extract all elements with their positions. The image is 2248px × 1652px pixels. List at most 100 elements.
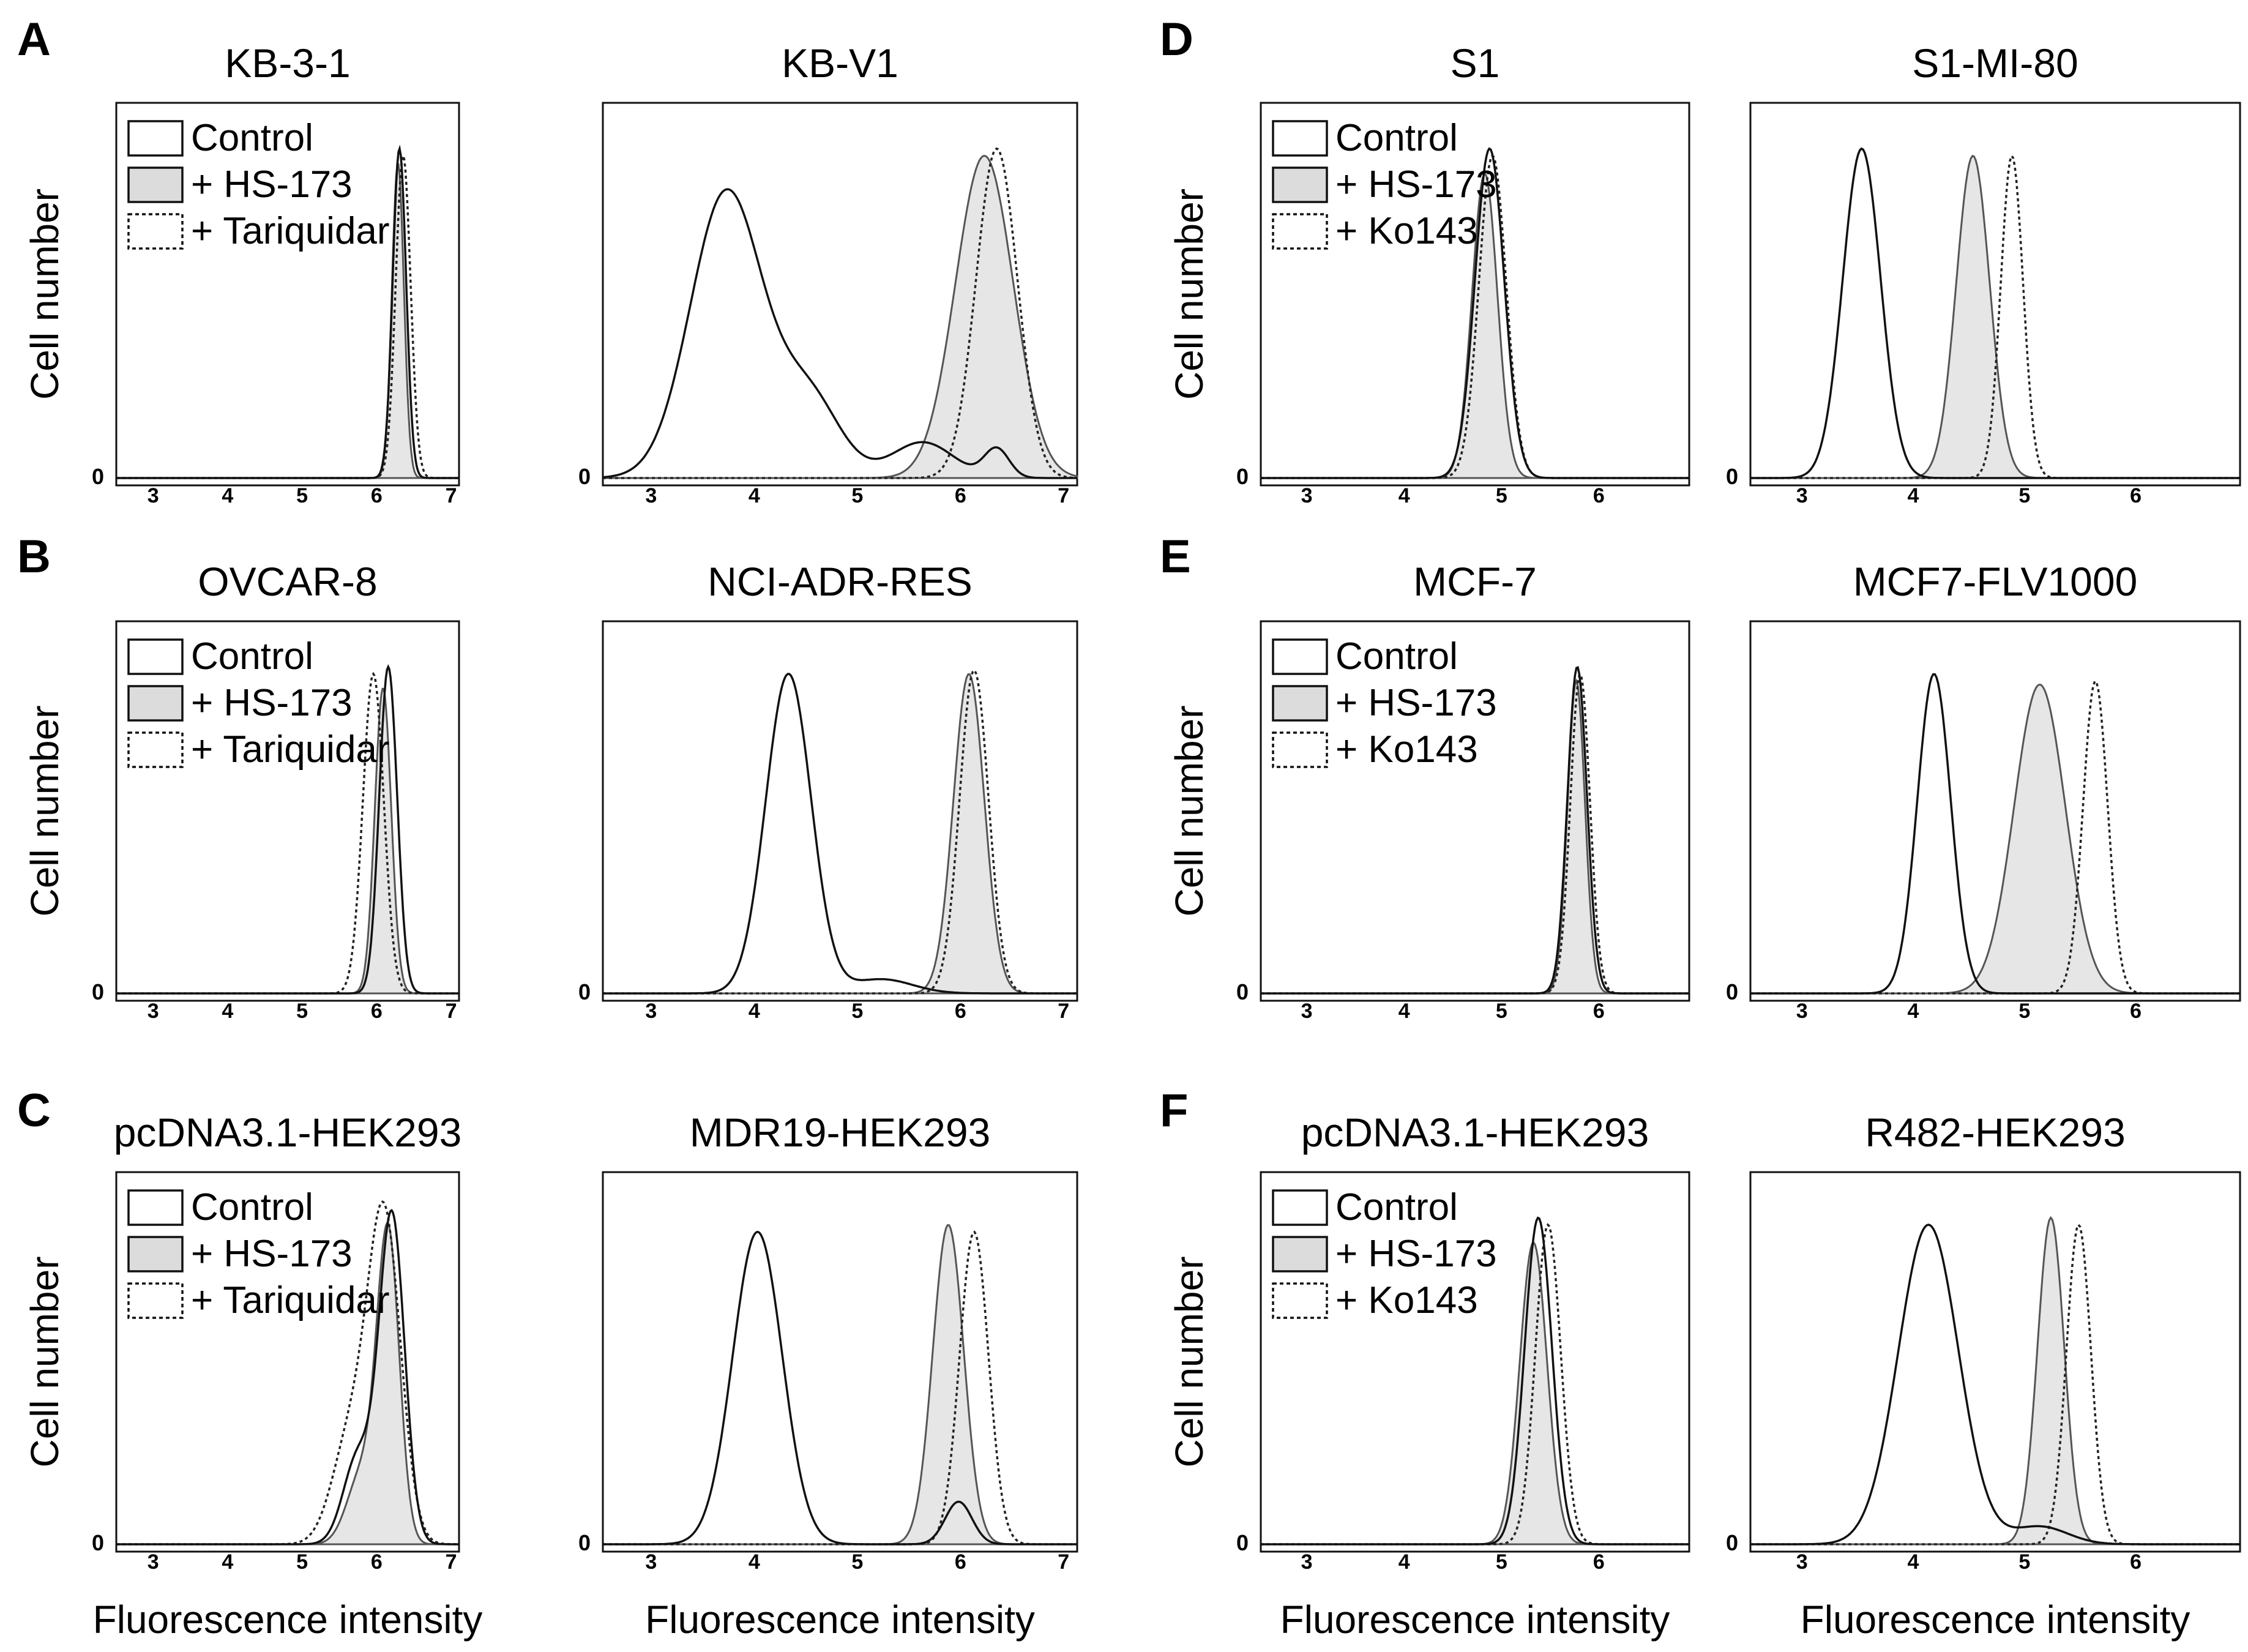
x-tick-exponent: 3 — [645, 484, 657, 507]
legend-label: + Tariquidar — [191, 728, 390, 771]
x-tick-exponent: 3 — [148, 1550, 159, 1574]
panel-B-2: B OVCAR-8 0 3 4 5 6 7 Cell number Control+ HS-173… — [17, 531, 460, 1023]
y-axis-label: Cell number — [23, 1256, 67, 1467]
x-tick-exponent: 3 — [148, 1000, 159, 1023]
x-tick-exponent: 4 — [1398, 1550, 1410, 1574]
legend-swatch — [1272, 213, 1328, 250]
legend: Control+ HS-173+ Ko143 — [1272, 117, 1497, 252]
legend-swatch — [1272, 731, 1328, 768]
legend-label: Control — [191, 635, 313, 678]
plot-frame — [115, 102, 460, 487]
legend-swatch — [127, 120, 184, 157]
legend-swatch — [127, 166, 184, 203]
x-tick-exponent: 3 — [1301, 1000, 1313, 1023]
x-axis-label: Fluorescence intensity — [93, 1598, 483, 1642]
panel-title: S1 — [1451, 40, 1500, 86]
legend-label: Control — [1335, 1186, 1458, 1228]
x-tick-exponent: 6 — [371, 1000, 383, 1023]
legend-swatch — [1272, 638, 1328, 675]
legend-label: Control — [1335, 635, 1458, 678]
panel-title: MCF7-FLV1000 — [1853, 559, 2138, 604]
legend-label: + Tariquidar — [191, 210, 390, 252]
y-zero-label: 0 — [578, 979, 591, 1004]
x-tick-exponent: 5 — [1496, 1000, 1507, 1023]
x-tick-exponent: 4 — [1908, 1550, 1919, 1574]
legend-swatch — [1272, 120, 1328, 157]
panel-title: MCF-7 — [1413, 559, 1537, 604]
x-tick-exponent: 5 — [851, 1550, 863, 1574]
panel-title: OVCAR-8 — [198, 559, 377, 604]
x-tick-exponent: 6 — [2130, 1550, 2142, 1574]
legend-swatch — [1272, 685, 1328, 722]
x-tick-exponent: 7 — [446, 1000, 457, 1023]
legend-label: Control — [191, 1186, 313, 1228]
legend-swatch — [127, 685, 184, 722]
legend-label: + Ko143 — [1335, 728, 1478, 771]
y-zero-label: 0 — [1726, 1530, 1738, 1555]
x-tick-exponent: 3 — [1796, 1550, 1808, 1574]
y-axis-label: Cell number — [1167, 1256, 1211, 1467]
plot-frame — [602, 1171, 1078, 1553]
panel-title: MDR19-HEK293 — [690, 1110, 991, 1155]
x-tick-exponent: 6 — [2130, 484, 2142, 507]
x-tick-exponent: 4 — [749, 1550, 760, 1574]
legend-label: + HS-173 — [191, 682, 353, 724]
plot-frame — [1749, 1171, 2241, 1553]
legend-swatch — [127, 1236, 184, 1273]
x-tick-exponent: 6 — [1593, 1000, 1605, 1023]
legend: Control+ HS-173+ Tariquidar — [127, 635, 390, 771]
legend-swatch — [127, 731, 184, 768]
y-zero-label: 0 — [92, 1530, 104, 1555]
x-tick-exponent: 6 — [955, 1550, 966, 1574]
y-axis-label: Cell number — [1167, 189, 1211, 400]
histogram-control — [603, 673, 1077, 995]
x-tick-exponent: 4 — [1908, 1000, 1919, 1023]
x-tick-exponent: 5 — [2018, 1550, 2030, 1574]
x-tick-exponent: 5 — [296, 484, 308, 507]
panel-D-6: D S1 0 3 4 5 6 Cell number Control+ HS-173+ Ko14… — [1160, 13, 1690, 507]
panel-E-8: E MCF-7 0 3 4 5 6 Cell number Control+ HS-173+ K… — [1160, 531, 1690, 1023]
x-tick-exponent: 7 — [1058, 1000, 1069, 1023]
y-zero-label: 0 — [1236, 1530, 1249, 1555]
y-zero-label: 0 — [92, 979, 104, 1004]
legend-label: + HS-173 — [1335, 682, 1497, 724]
plot-frame — [115, 620, 460, 1002]
histogram-control — [116, 1208, 459, 1545]
x-tick-exponent: 3 — [1796, 484, 1808, 507]
legend-label: + HS-173 — [191, 1233, 353, 1275]
histogram-hs-173 — [603, 155, 1078, 479]
x-tick-exponent: 5 — [2018, 484, 2030, 507]
panel-title: pcDNA3.1-HEK293 — [114, 1110, 462, 1155]
legend-label: Control — [191, 117, 313, 159]
histogram-control — [1750, 1224, 2240, 1545]
legend-label: + HS-173 — [191, 163, 353, 206]
legend-swatch — [127, 1282, 184, 1319]
panel-title: S1-MI-80 — [1912, 40, 2078, 86]
histogram-ko143 — [1261, 154, 1689, 479]
legend-label: + Ko143 — [1335, 210, 1478, 252]
plot-frame — [1260, 620, 1690, 1002]
x-tick-exponent: 6 — [955, 484, 966, 507]
panel-letter: A — [17, 13, 51, 65]
legend-swatch — [1272, 1282, 1328, 1319]
x-tick-exponent: 6 — [2130, 1000, 2142, 1023]
histogram-hs-173 — [603, 673, 1077, 995]
histogram-ko143 — [1750, 1222, 2240, 1545]
histogram-control — [116, 663, 459, 995]
x-axis-label: Fluorescence intensity — [1280, 1598, 1670, 1642]
x-tick-exponent: 4 — [749, 1000, 760, 1023]
x-tick-exponent: 5 — [851, 484, 863, 507]
histogram-control — [1261, 147, 1689, 479]
y-zero-label: 0 — [1236, 464, 1249, 489]
histogram-control — [1750, 147, 2240, 479]
histogram-control — [603, 1230, 1077, 1545]
legend-label: + Ko143 — [1335, 1279, 1478, 1321]
panel-letter: D — [1160, 13, 1193, 65]
panel-letter: E — [1160, 531, 1191, 583]
legend-label: Control — [1335, 117, 1458, 159]
histogram-control — [1750, 673, 2240, 995]
x-tick-exponent: 6 — [1593, 1550, 1605, 1574]
